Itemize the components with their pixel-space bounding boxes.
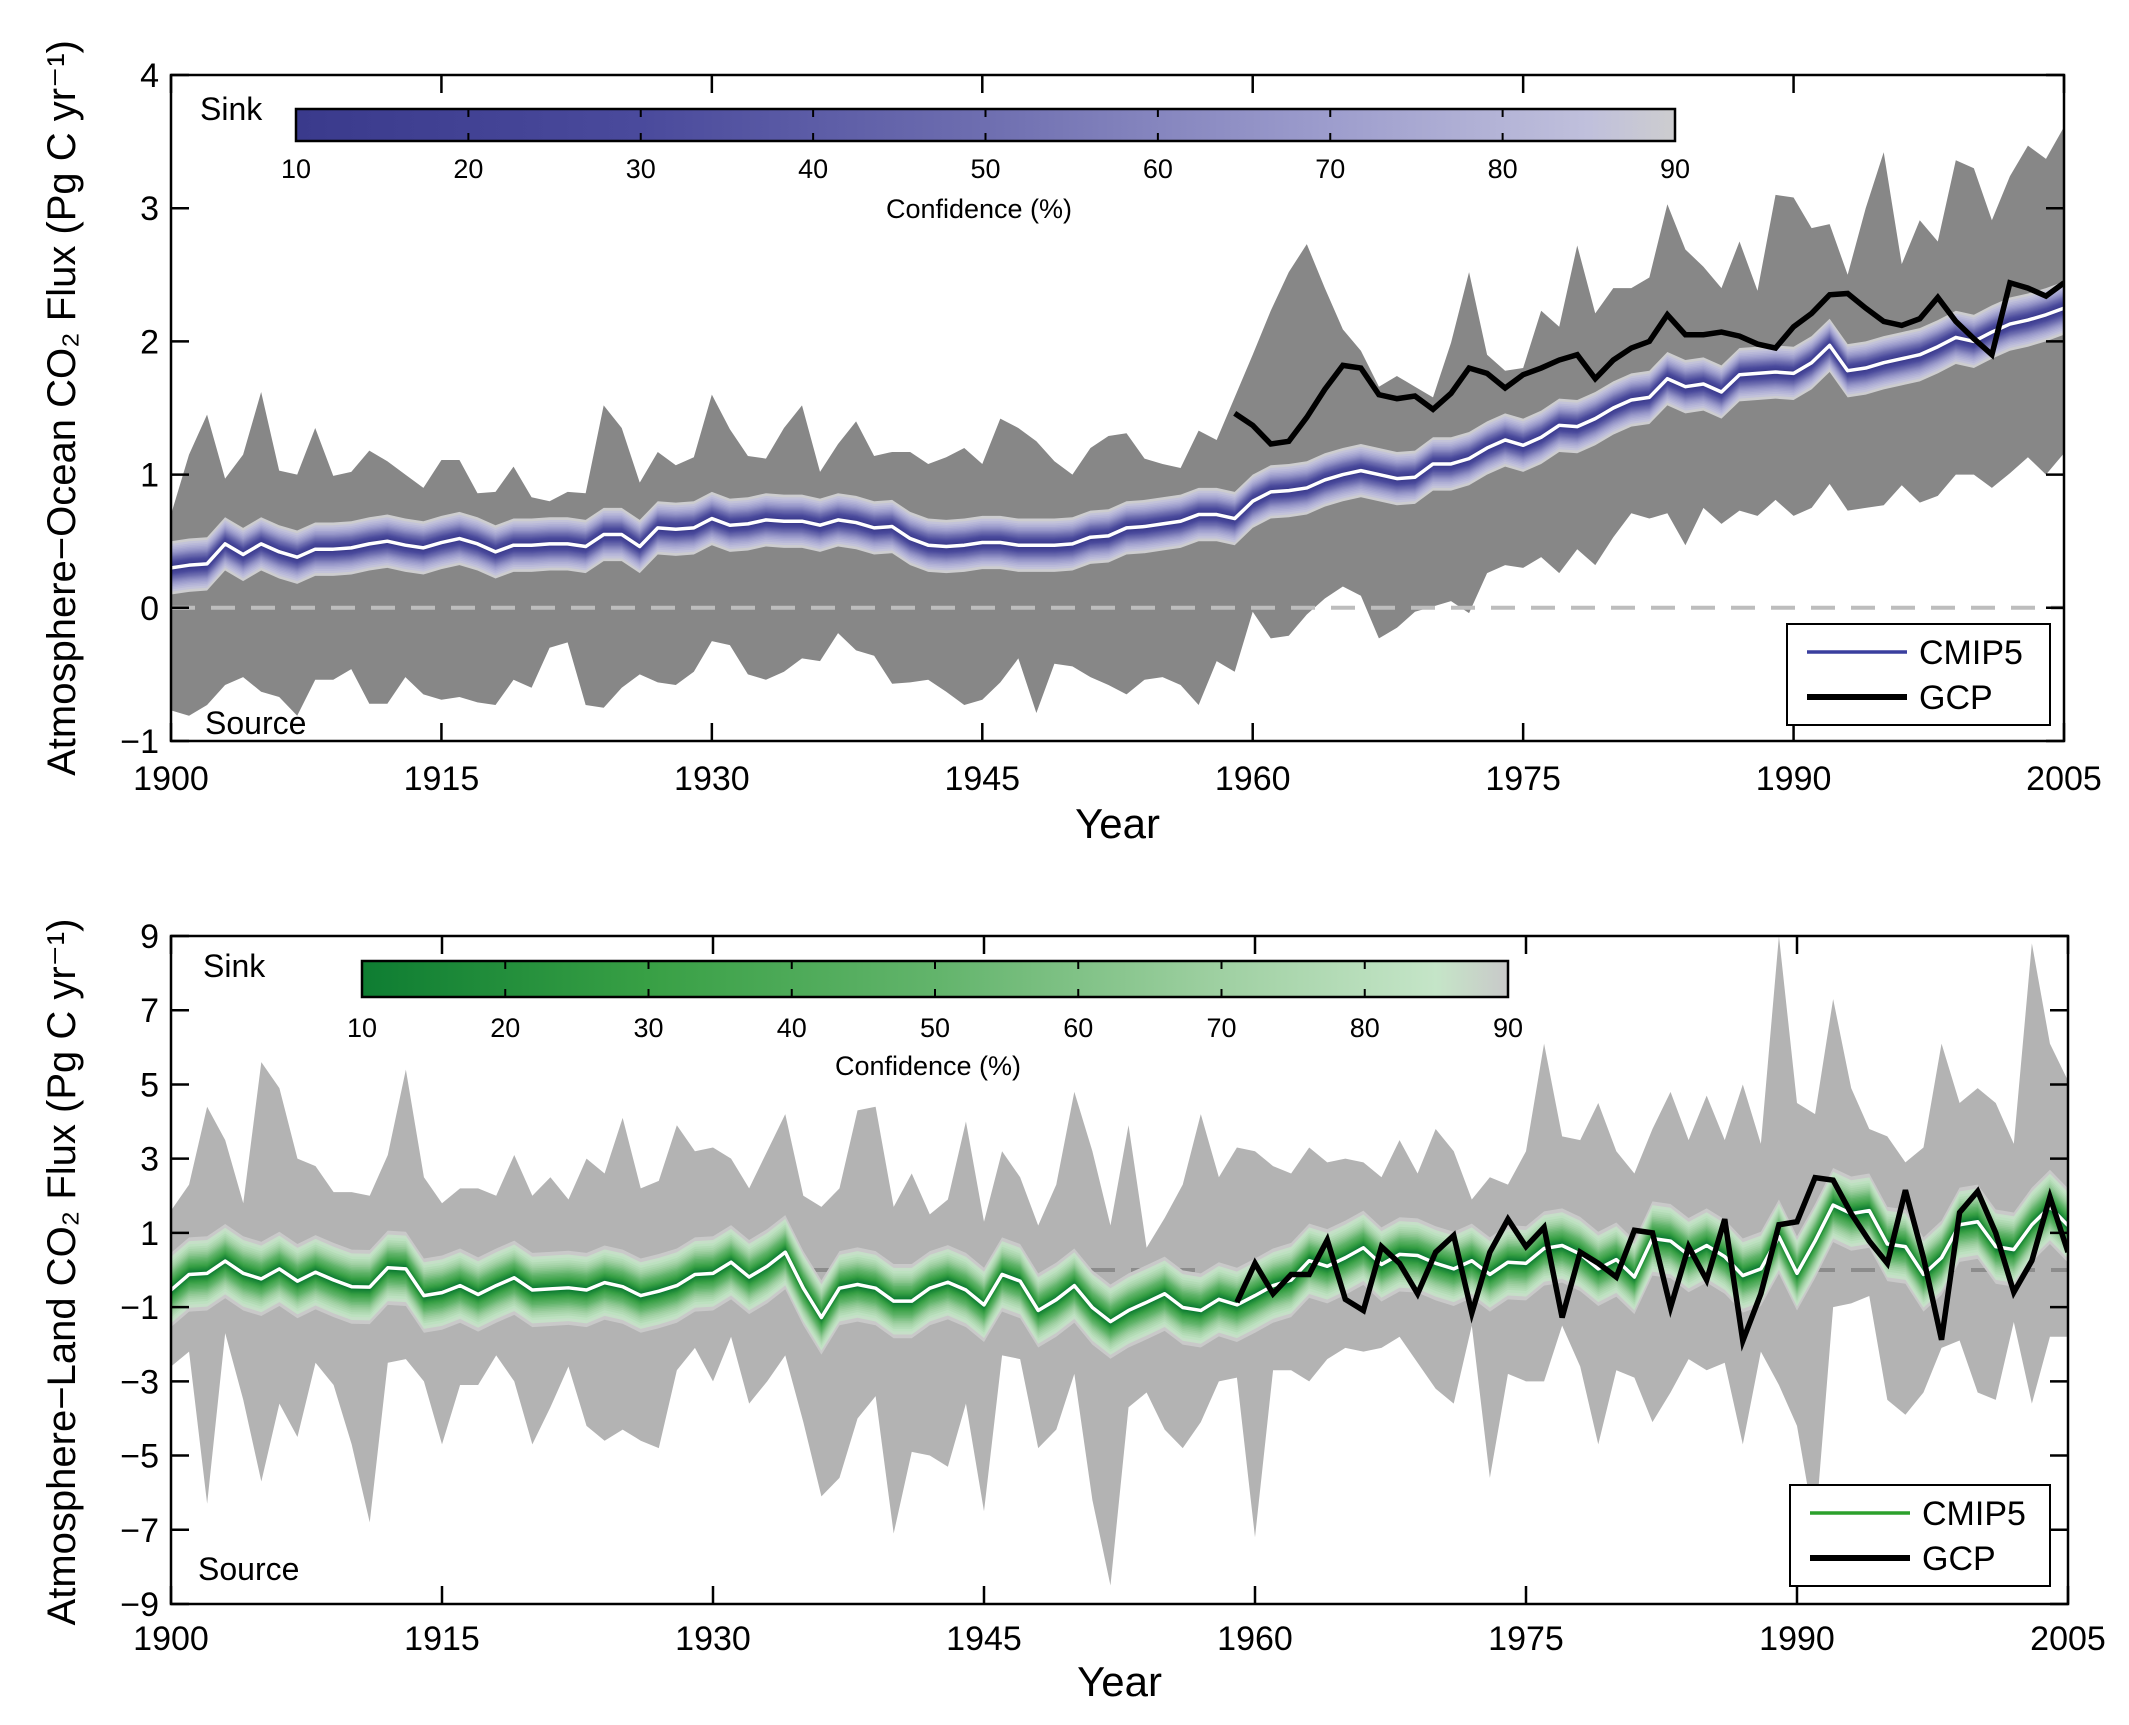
colorbar-tick-label: 50 (970, 154, 1000, 184)
plot-area (171, 936, 2068, 1586)
x-axis-label: Year (1077, 1658, 1162, 1705)
y-tick-label: −3 (120, 1363, 159, 1401)
legend-label-cmip5: CMIP5 (1922, 1495, 2026, 1533)
colorbar: 10 20 30 40 50 60 70 80 90 Confidence (%) (281, 107, 1690, 224)
x-tick-label: 1990 (1756, 760, 1832, 798)
chart-land: 1900 1915 1930 1945 1960 1975 1990 2005−9−7−5−3… (40, 918, 2106, 1705)
y-tick-label: −1 (120, 723, 159, 761)
x-tick-label: 1930 (674, 760, 750, 798)
colorbar-tick-label: 80 (1488, 154, 1518, 184)
x-tick-label: 1915 (404, 760, 480, 798)
model-range-envelope (171, 936, 2068, 1586)
y-tick-label: 0 (140, 590, 159, 628)
y-tick-label: 3 (140, 1141, 159, 1179)
legend-label-cmip5: CMIP5 (1919, 634, 2023, 672)
y-tick-label: −9 (120, 1586, 159, 1624)
x-tick-label: 1975 (1488, 1620, 1564, 1658)
confidence-band-90 (171, 281, 2064, 595)
sink-label: Sink (200, 91, 263, 127)
colorbar-tick-label: 40 (798, 154, 828, 184)
x-tick-label: 1975 (1485, 760, 1561, 798)
colorbar-tick-label: 70 (1315, 154, 1345, 184)
y-tick-label: 5 (140, 1066, 159, 1104)
x-tick-label: 1945 (946, 1620, 1022, 1658)
colorbar-tick-label: 90 (1660, 154, 1690, 184)
y-tick-label: −5 (120, 1438, 159, 1476)
y-axis-label: Atmosphere−Land CO₂ Flux (Pg C yr⁻¹) (40, 919, 84, 1626)
x-tick-label: 1945 (944, 760, 1020, 798)
x-tick-label: 1900 (133, 760, 209, 798)
source-label: Source (198, 1551, 299, 1587)
cmip5-mean-line (171, 306, 2064, 570)
y-tick-label: −7 (120, 1512, 159, 1550)
x-tick-label: 1900 (133, 1620, 209, 1658)
legend: CMIP5 GCP (1786, 623, 2051, 726)
y-tick-label: −1 (120, 1289, 159, 1327)
colorbar-label: Confidence (%) (835, 1051, 1021, 1081)
colorbar-tick-label: 10 (347, 1013, 377, 1043)
colorbar: 10 20 30 40 50 60 70 80 90 Confidence (%) (347, 959, 1523, 1081)
gcp-line (1233, 279, 2064, 447)
legend-box (1789, 1484, 2051, 1587)
x-tick-label: 2005 (2030, 1620, 2106, 1658)
sink-label: Sink (203, 948, 266, 984)
x-tick-label: 2005 (2026, 760, 2102, 798)
y-tick-label: 1 (140, 457, 159, 495)
x-tick-label: 1915 (404, 1620, 480, 1658)
x-tick-label: 1930 (675, 1620, 751, 1658)
model-range-envelope (171, 126, 2064, 716)
axes-frame (169, 934, 2070, 1606)
x-axis-label: Year (1075, 800, 1160, 847)
y-tick-label: 4 (140, 57, 159, 95)
y-axis-label: Atmosphere−Ocean CO₂ Flux (Pg C yr⁻¹) (40, 40, 84, 776)
y-tick-label: 1 (140, 1215, 159, 1253)
y-tick-label: 9 (140, 918, 159, 956)
y-tick-label: 7 (140, 992, 159, 1030)
axes-frame (169, 73, 2066, 743)
colorbar-tick-label: 30 (626, 154, 656, 184)
legend-box (1786, 623, 2051, 726)
gcp-line (1234, 1174, 2068, 1352)
x-tick-label: 1990 (1759, 1620, 1835, 1658)
plot-area (171, 126, 2064, 716)
cmip5-mean-line (171, 1203, 2068, 1324)
colorbar-label: Confidence (%) (886, 194, 1072, 224)
colorbar-tick-label: 30 (633, 1013, 663, 1043)
colorbar-tick-label: 60 (1063, 1013, 1093, 1043)
y-tick-label: 2 (140, 323, 159, 361)
legend-label-gcp: GCP (1919, 679, 1993, 717)
legend: CMIP5 GCP (1789, 1484, 2051, 1587)
colorbar-tick-label: 10 (281, 154, 311, 184)
colorbar-tick-label: 60 (1143, 154, 1173, 184)
x-tick-label: 1960 (1217, 1620, 1293, 1658)
colorbar-tick-label: 50 (920, 1013, 950, 1043)
x-tick-label: 1960 (1215, 760, 1291, 798)
colorbar-tick-label: 90 (1493, 1013, 1523, 1043)
colorbar-tick-label: 40 (777, 1013, 807, 1043)
colorbar-tick-label: 70 (1206, 1013, 1236, 1043)
source-label: Source (205, 705, 306, 741)
chart-ocean: 1900 1915 1930 1945 1960 1975 1990 2005 −1 0 1 2 3 4 Y… (40, 40, 2102, 847)
legend-label-gcp: GCP (1922, 1540, 1996, 1578)
y-tick-label: 3 (140, 190, 159, 228)
colorbar-tick-label: 20 (490, 1013, 520, 1043)
colorbar-tick-label: 80 (1350, 1013, 1380, 1043)
colorbar-tick-label: 20 (453, 154, 483, 184)
